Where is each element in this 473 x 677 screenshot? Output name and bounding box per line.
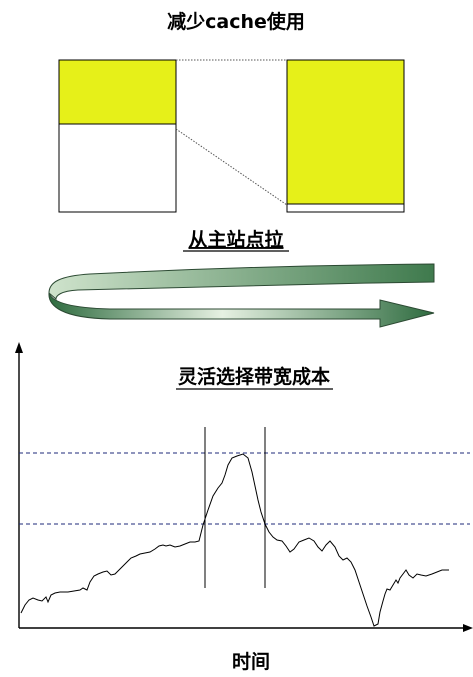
- chart-axes: [15, 342, 473, 632]
- block-connectors: [175, 59, 288, 206]
- top-title: 减少cache使用: [167, 10, 305, 33]
- bandwidth-curve: [20, 453, 449, 627]
- threshold-lines: [19, 452, 470, 525]
- right-cache-fill: [286, 59, 405, 205]
- left-cache-block: [58, 59, 177, 213]
- chart-title: 灵活选择带宽成本: [178, 365, 330, 388]
- pull-arrow: [48, 263, 435, 328]
- time-markers: [204, 427, 266, 588]
- right-cache-block: [286, 59, 405, 213]
- pull-label: 从主站点拉: [188, 228, 283, 251]
- x-axis-label: 时间: [232, 651, 270, 673]
- left-cache-fill: [58, 59, 177, 125]
